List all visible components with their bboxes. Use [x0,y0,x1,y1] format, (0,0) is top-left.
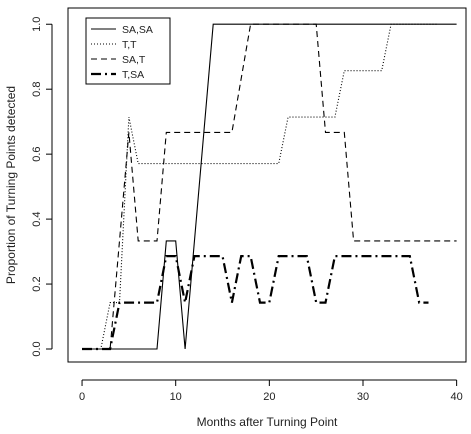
y-tick-label: 0.0 [31,341,43,356]
x-tick-label: 0 [79,391,85,403]
plot-frame [67,7,467,363]
legend-label: T,SA [122,69,144,81]
series-line-t-t [82,23,438,350]
series-line-t-sa [82,255,429,351]
y-tick-label: 1.0 [31,17,43,32]
y-axis-label: Proportion of Turning Points detected [4,86,18,284]
y-axis: 0.0 0.2 0.4 0.6 0.8 1.0 [31,17,53,357]
legend-label: T,T [122,39,137,51]
series-line-sa-sa [82,23,457,350]
x-tick-label: 20 [263,391,275,403]
y-tick-label: 0.2 [31,276,43,291]
x-axis-label: Months after Turning Point [197,415,338,429]
x-tick-label: 30 [357,391,369,403]
legend-label: SA,SA [122,24,153,36]
y-tick-label: 0.4 [31,211,43,226]
x-tick-label: 40 [451,391,463,403]
legend-label: SA,T [122,54,146,66]
legend: SA,SA T,T SA,T T,SA [85,17,171,85]
series-line-sa-t [82,23,457,350]
y-tick-label: 0.6 [31,146,43,161]
series-lines [82,23,457,351]
x-tick-label: 10 [170,391,182,403]
y-tick-label: 0.8 [31,82,43,97]
x-axis: 0 10 20 30 40 [79,379,463,403]
